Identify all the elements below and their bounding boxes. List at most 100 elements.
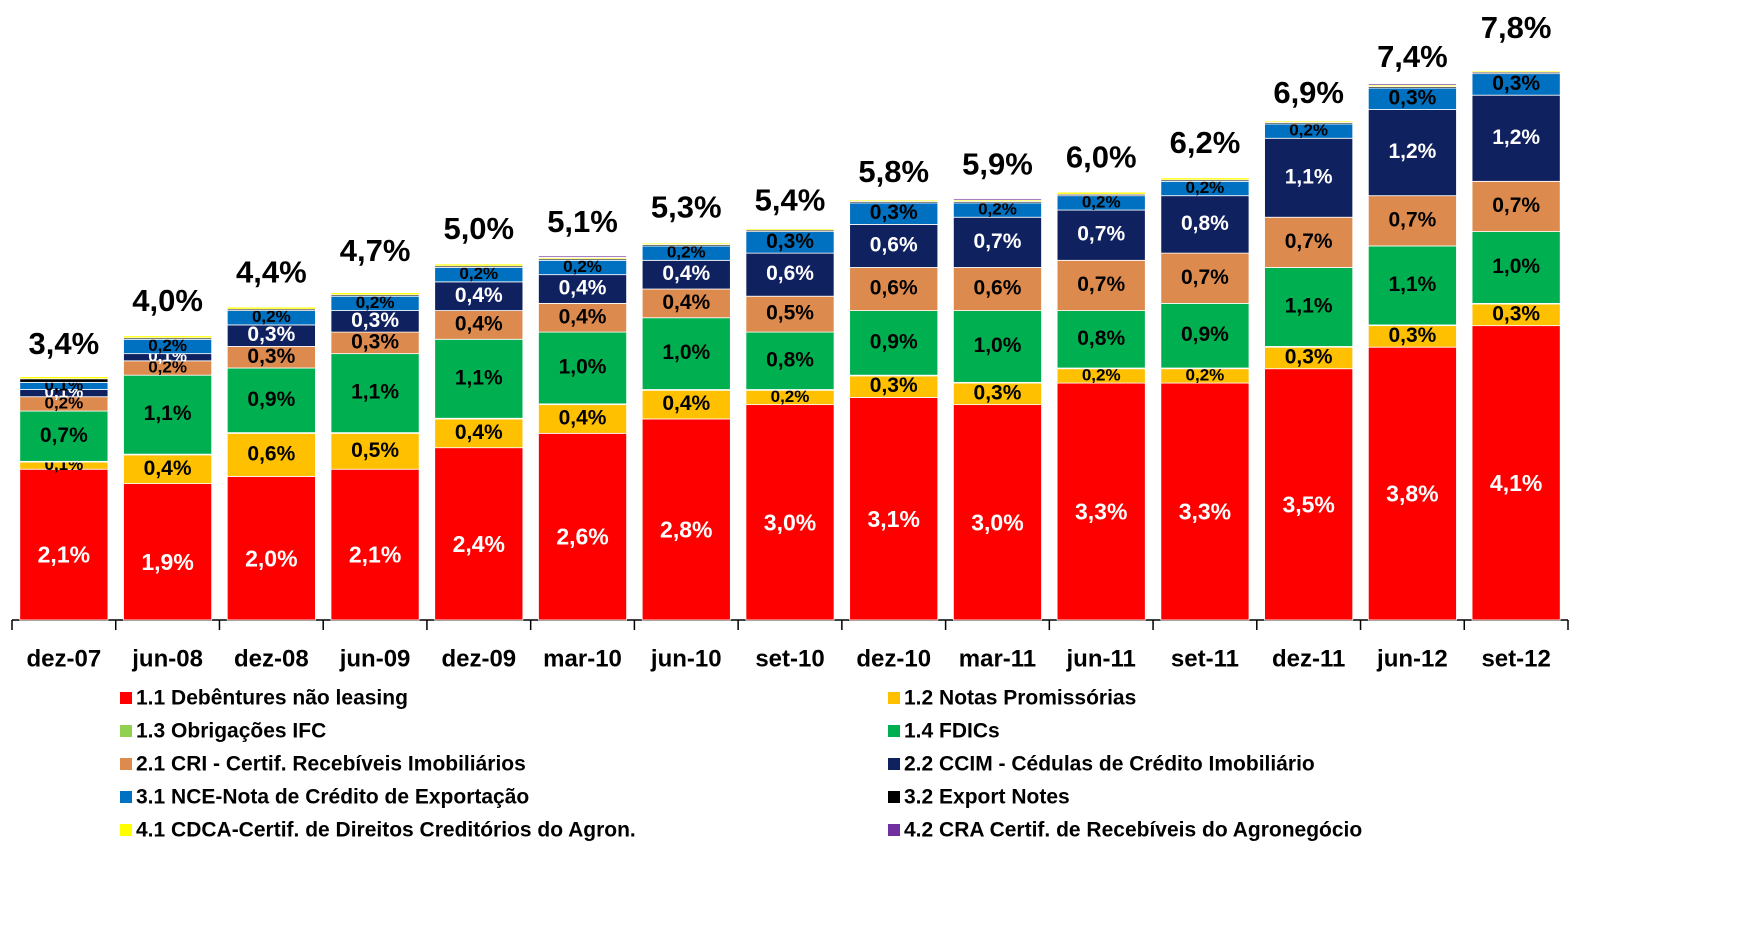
bar-segment — [1160, 252, 1250, 304]
bar-segment — [641, 317, 731, 390]
data-label: 2,4% — [453, 531, 505, 557]
data-label: 2,8% — [660, 517, 712, 543]
data-label: 3,5% — [1282, 491, 1334, 517]
bar-segment — [1367, 109, 1457, 197]
data-label: 0,8% — [1077, 327, 1125, 350]
bar-segment — [1056, 382, 1146, 621]
bar-segment — [1160, 302, 1250, 369]
data-label: 0,2% — [978, 200, 1017, 219]
legend-swatch — [888, 758, 900, 770]
legend-label: 1.1 Debêntures não leasing — [136, 687, 408, 710]
data-label: 0,7% — [40, 424, 88, 447]
x-tick-label: set-10 — [755, 645, 824, 672]
data-label: 0,2% — [1186, 178, 1225, 197]
data-label: 1,1% — [1388, 273, 1436, 296]
data-label: 3,8% — [1386, 481, 1438, 507]
bar-segment — [19, 375, 109, 378]
data-label: 0,3% — [1388, 86, 1436, 109]
x-tick-label: dez-08 — [234, 645, 309, 672]
legend-label: 3.1 NCE-Nota de Crédito de Exportação — [136, 786, 529, 809]
data-label: 0,3% — [247, 323, 295, 346]
bar-segment — [538, 255, 628, 258]
data-label: 0,3% — [870, 201, 918, 224]
data-label: 1,9% — [141, 549, 193, 575]
data-label: 1,0% — [1492, 255, 1540, 278]
data-label: 0,2% — [563, 257, 602, 276]
bar-segment — [226, 305, 316, 308]
bar-segment — [538, 331, 628, 405]
bar-segment — [1056, 310, 1146, 369]
bar-segment — [123, 374, 213, 455]
data-label: 0,3% — [766, 230, 814, 253]
data-label: 0,4% — [559, 305, 607, 328]
data-label: 0,6% — [974, 277, 1022, 300]
data-label: 0,3% — [1388, 324, 1436, 347]
legend-label: 1.2 Notas Promissórias — [904, 687, 1136, 710]
legend-swatch — [120, 692, 132, 704]
x-tick-label: jun-11 — [1066, 645, 1136, 672]
x-tick-label: dez-09 — [441, 645, 516, 672]
bar-segment — [745, 404, 835, 621]
bar-segment — [1471, 180, 1561, 232]
data-label: 0,7% — [1285, 230, 1333, 253]
legend-label: 2.1 CRI - Certif. Recebíveis Imobiliário… — [136, 753, 526, 776]
data-label: 0,9% — [1181, 323, 1229, 346]
data-label: 0,4% — [455, 312, 503, 335]
data-label: 1,2% — [1492, 126, 1540, 149]
data-label: 0,3% — [351, 330, 399, 353]
bar-segment — [1160, 176, 1250, 179]
x-tick-label: set-12 — [1481, 645, 1550, 672]
data-label: 0,2% — [148, 357, 187, 376]
bar-segment — [641, 241, 731, 244]
bar-segment — [330, 432, 420, 470]
total-label: 6,2% — [1170, 125, 1241, 160]
data-label: 1,0% — [662, 341, 710, 364]
bar-segment — [434, 310, 524, 340]
legend-label: 1.4 FDICs — [904, 720, 1000, 743]
data-label: 4,1% — [1490, 470, 1542, 496]
data-label: 0,2% — [148, 336, 187, 355]
bar-segment — [952, 404, 1042, 621]
data-label: 1,1% — [1285, 295, 1333, 318]
x-tick-label: dez-07 — [27, 645, 102, 672]
x-tick-label: jun-09 — [339, 645, 411, 672]
data-label: 0,8% — [1181, 212, 1229, 235]
data-label: 2,1% — [349, 542, 401, 568]
data-label: 3,0% — [764, 509, 816, 535]
bar-segment — [330, 468, 420, 621]
data-label: 0,3% — [1492, 302, 1540, 325]
data-label: 0,7% — [974, 230, 1022, 253]
bar-segment — [19, 378, 109, 383]
bar-segment — [745, 331, 835, 390]
legend-swatch — [120, 758, 132, 770]
x-tick-label: dez-10 — [856, 645, 931, 672]
legend-label: 1.3 Obrigações IFC — [136, 720, 326, 743]
legend-swatch — [120, 791, 132, 803]
x-tick-label: mar-10 — [543, 645, 622, 672]
data-label: 0,6% — [870, 233, 918, 256]
bar-segment — [849, 198, 939, 201]
data-label: 1,1% — [351, 381, 399, 404]
data-label: 0,5% — [351, 439, 399, 462]
data-label: 1,0% — [974, 334, 1022, 357]
bar-segment — [226, 432, 316, 477]
bar-segment — [1056, 259, 1146, 311]
bar-segment — [1471, 325, 1561, 621]
data-label: 0,9% — [870, 330, 918, 353]
legend-label: 4.2 CRA Certif. de Recebíveis do Agroneg… — [904, 819, 1362, 842]
total-label: 7,8% — [1481, 10, 1552, 45]
bar-segment — [1367, 245, 1457, 326]
total-label: 3,4% — [29, 326, 100, 361]
data-label: 0,7% — [1388, 208, 1436, 231]
data-label: 3,0% — [971, 509, 1023, 535]
data-label: 1,0% — [559, 356, 607, 379]
bar-segment — [849, 224, 939, 268]
data-label: 0,2% — [667, 243, 706, 262]
bar-segment — [19, 410, 109, 462]
bar-segment — [1056, 190, 1146, 193]
data-label: 0,4% — [662, 291, 710, 314]
legend-swatch — [888, 791, 900, 803]
data-label: 0,7% — [1492, 194, 1540, 217]
x-tick-label: mar-11 — [959, 645, 1036, 672]
bar-segment — [1264, 216, 1354, 268]
